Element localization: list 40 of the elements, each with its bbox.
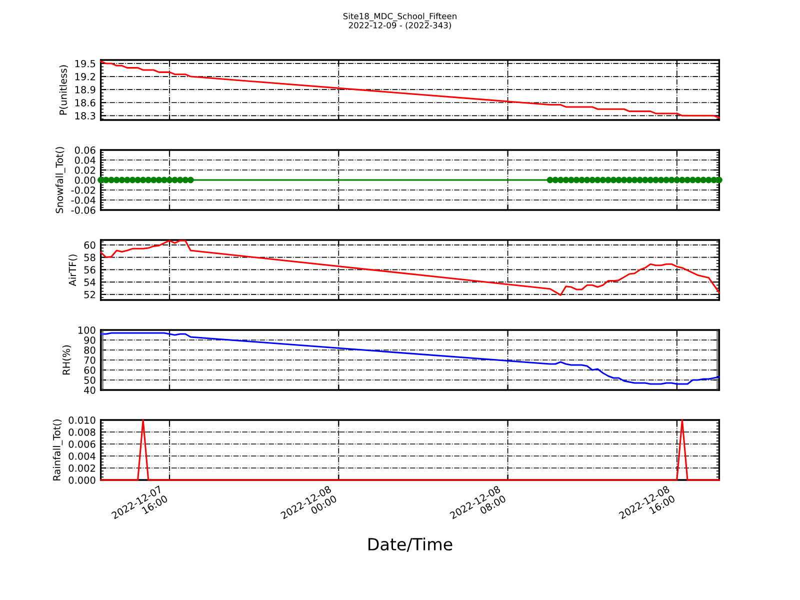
y-tick-label: 90 xyxy=(84,336,96,344)
y-tick-label: 18.6 xyxy=(75,99,96,106)
y-tick-label: 40 xyxy=(84,386,96,394)
y-tick-label: 0.02 xyxy=(74,166,95,174)
y-axis-title: AirTF() xyxy=(68,254,78,286)
y-tick-label: 0.00 xyxy=(74,176,96,184)
y-tick-label: -0.06 xyxy=(71,206,96,214)
x-axis-title: Date/Time xyxy=(368,538,452,552)
y-tick-label: 0.006 xyxy=(68,440,96,448)
y-axis-title: Rainfall_Tot() xyxy=(52,420,63,480)
y-tick-label: 0.010 xyxy=(68,416,96,424)
y-tick-label: 0.06 xyxy=(74,146,96,154)
y-tick-label: 70 xyxy=(84,356,96,364)
y-tick-label: 18.3 xyxy=(75,112,96,120)
y-tick-label: 50 xyxy=(84,376,96,384)
y-tick-label: 58 xyxy=(84,254,96,262)
y-tick-label: 60 xyxy=(84,366,96,374)
line-series xyxy=(100,332,720,385)
y-tick-label: 0.000 xyxy=(68,476,96,484)
chart-subtitle: 2022-12-09 - (2022-343) xyxy=(348,22,451,30)
y-tick-label: 60 xyxy=(84,241,96,249)
y-tick-label: 54 xyxy=(84,278,96,286)
y-tick-label: 19.5 xyxy=(75,60,96,68)
y-tick-label: 18.9 xyxy=(75,86,96,94)
y-axis-title: Snowfall_Tot() xyxy=(56,147,66,214)
y-tick-label: 0.04 xyxy=(74,156,96,164)
y-tick-label: 0.002 xyxy=(68,464,95,472)
y-tick-label: 19.2 xyxy=(75,73,95,80)
y-tick-label: -0.04 xyxy=(71,196,96,204)
y-tick-label: 52 xyxy=(84,290,95,298)
y-tick-label: 0.004 xyxy=(68,452,96,460)
y-axis-title: RH(%) xyxy=(62,345,72,374)
chart-title: Site18_MDC_School_Fifteen xyxy=(343,12,456,22)
y-tick-label: 100 xyxy=(78,326,96,334)
y-tick-label: 56 xyxy=(84,266,96,274)
y-tick-label: 80 xyxy=(84,346,96,354)
y-tick-label: 0.008 xyxy=(68,428,96,436)
y-axis-title: P(unitless) xyxy=(59,65,68,115)
line-series xyxy=(100,60,720,119)
y-tick-label: -0.02 xyxy=(71,186,95,194)
